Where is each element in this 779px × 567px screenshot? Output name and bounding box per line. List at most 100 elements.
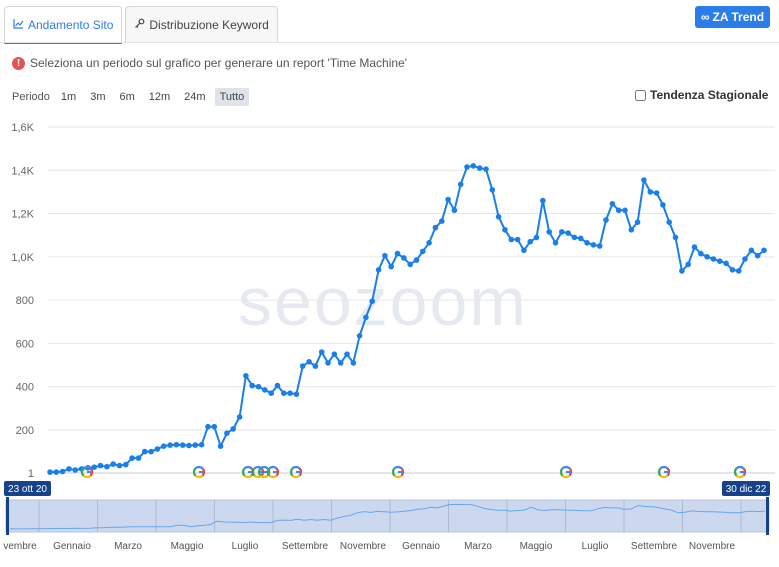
range-start-box [4, 481, 51, 496]
data-point [451, 207, 458, 214]
data-point [198, 441, 205, 448]
data-point [603, 217, 609, 223]
google-update-icon [657, 465, 671, 479]
data-point [110, 461, 116, 467]
data-point [129, 455, 135, 461]
google-arc [194, 465, 204, 470]
data-point [382, 252, 388, 259]
data-point [281, 390, 287, 397]
data-point [407, 261, 414, 268]
seasonal-trend-toggle[interactable]: Tendenza Stagionale [635, 88, 768, 102]
tab-bar: Andamento Sito Distribuzione Keyword [4, 6, 281, 44]
navigator-month-label: Novembre [340, 541, 387, 552]
google-arc [659, 474, 669, 479]
google-arc [260, 467, 265, 477]
data-point [186, 442, 192, 449]
google-arc [657, 467, 662, 477]
data-point [729, 267, 736, 273]
navigator-month-label: Luglio [582, 541, 609, 552]
google-arc [89, 467, 94, 477]
seasonal-trend-checkbox[interactable] [635, 89, 646, 101]
google-arc [735, 465, 745, 470]
data-point [761, 247, 767, 254]
google-arc [250, 467, 255, 477]
navigator-left-handle[interactable] [6, 497, 9, 535]
data-point [704, 253, 710, 260]
period-12m-button[interactable]: 12m [148, 91, 171, 103]
data-point [717, 258, 723, 265]
google-update-icon [559, 465, 573, 479]
info-icon: ! [12, 56, 25, 70]
data-point [754, 252, 761, 259]
navigator-right-handle[interactable] [766, 497, 769, 535]
data-point [413, 257, 420, 263]
data-point [578, 235, 584, 242]
data-point [609, 201, 616, 207]
data-point [672, 234, 679, 241]
tab-distribuzione-keyword[interactable]: Distribuzione Keyword [125, 6, 278, 42]
data-point [571, 234, 578, 241]
data-point [420, 248, 426, 255]
data-point [205, 423, 211, 430]
data-point [123, 461, 129, 468]
data-point [464, 164, 470, 170]
google-arc [243, 474, 253, 479]
data-point [698, 250, 704, 257]
data-point [167, 442, 173, 448]
data-point [363, 314, 369, 321]
data-point [230, 426, 236, 432]
data-point [596, 243, 603, 249]
period-1m-button[interactable]: 1m [60, 91, 77, 103]
navigator-month-label: Novembre [689, 541, 736, 552]
data-point [647, 189, 654, 195]
notice-text: Seleziona un periodo sul grafico per gen… [30, 56, 408, 70]
data-point [148, 448, 154, 455]
google-arc [257, 467, 262, 477]
data-point [344, 351, 350, 358]
data-point [78, 466, 85, 472]
tab-andamento-sito[interactable]: Andamento Sito [4, 6, 123, 44]
data-point [476, 165, 483, 171]
data-point [142, 448, 148, 455]
y-tick-label: 1,4K [11, 165, 34, 177]
data-point [723, 260, 729, 267]
navigator-month-label: Maggio [171, 541, 204, 552]
google-arc [659, 465, 669, 470]
period-3m-button[interactable]: 3m [90, 91, 106, 103]
google-arc [291, 474, 301, 479]
google-arc [82, 465, 92, 470]
data-point [710, 256, 717, 262]
data-point [255, 383, 262, 390]
google-arc [393, 474, 403, 479]
google-arc [266, 467, 271, 477]
navigator-series-line [10, 503, 766, 530]
data-point [691, 244, 698, 250]
period-6m-button[interactable]: 6m [119, 91, 135, 103]
data-point [135, 455, 142, 461]
data-point [628, 227, 635, 233]
za-trend-button[interactable]: ∞ ZA Trend [695, 6, 770, 28]
navigator-month-label: Marzo [114, 541, 142, 552]
data-point [426, 240, 432, 246]
data-point [318, 349, 325, 355]
navigator-month-label: Gennaio [402, 541, 440, 552]
data-point [217, 443, 224, 450]
google-update-icon [80, 465, 94, 479]
data-point [224, 430, 230, 437]
period-all-button[interactable]: Tutto [214, 88, 250, 106]
data-point [356, 333, 363, 339]
data-point [337, 360, 344, 366]
data-point [306, 359, 312, 365]
period-24m-button[interactable]: 24m [184, 91, 206, 103]
google-arc [568, 467, 573, 477]
data-point [660, 202, 666, 208]
data-point [243, 373, 249, 379]
navigator-month-label: Marzo [464, 541, 492, 552]
google-arc [241, 467, 246, 477]
data-point [299, 363, 306, 369]
line-chart-icon [13, 18, 24, 32]
google-arc [666, 467, 671, 477]
data-point [679, 268, 685, 274]
google-arc [733, 467, 738, 477]
